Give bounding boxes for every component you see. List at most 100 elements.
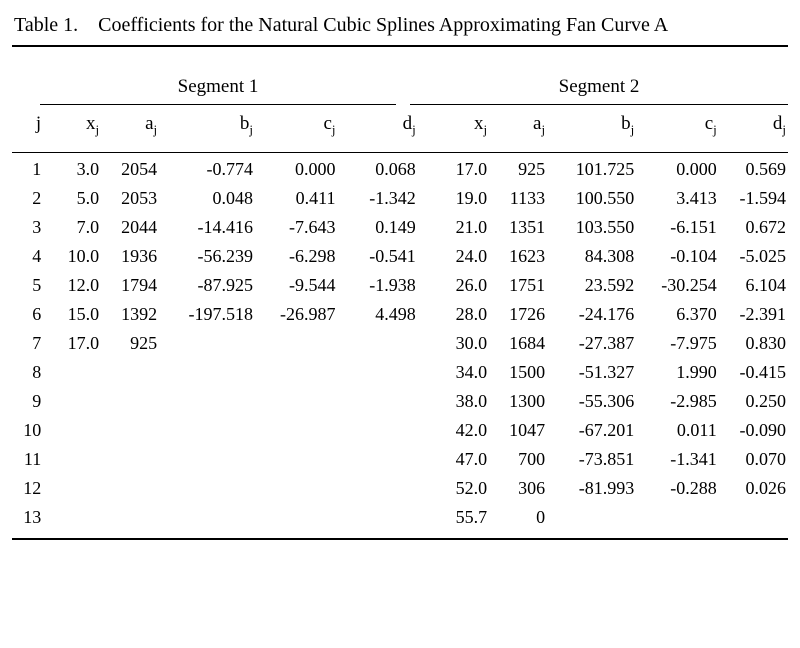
cell-b2: -55.306 <box>547 387 636 416</box>
cell-a2: 925 <box>489 155 547 184</box>
cell-d2: 0.026 <box>719 474 788 503</box>
col-c1: cj <box>255 107 338 150</box>
cell-a2: 1751 <box>489 271 547 300</box>
column-header-row: j xj aj bj cj dj xj aj bj cj dj <box>12 107 788 150</box>
cell-a2: 700 <box>489 445 547 474</box>
cell-d2: -0.090 <box>719 416 788 445</box>
cell-j: 6 <box>12 300 43 329</box>
cell-x1: 10.0 <box>43 242 101 271</box>
segment-1-title: Segment 1 <box>178 76 259 98</box>
cell-a1 <box>101 445 159 474</box>
cell-j: 12 <box>12 474 43 503</box>
cell-c1 <box>255 387 338 416</box>
cell-b1 <box>159 329 255 358</box>
cell-x1 <box>43 474 101 503</box>
cell-x2: 21.0 <box>433 213 489 242</box>
segment-2-rule <box>410 104 788 105</box>
segment-1-header: Segment 1 <box>40 76 396 107</box>
cell-j: 9 <box>12 387 43 416</box>
cell-d1: 4.498 <box>338 300 418 329</box>
cell-j: 7 <box>12 329 43 358</box>
table-row: 1252.0306-81.993-0.2880.026 <box>12 474 788 503</box>
cell-x1: 3.0 <box>43 155 101 184</box>
cell-x2: 19.0 <box>433 184 489 213</box>
cell-a2: 1623 <box>489 242 547 271</box>
cell-b1: -14.416 <box>159 213 255 242</box>
cell-c1 <box>255 445 338 474</box>
table-body: 13.02054-0.7740.0000.06817.0925101.7250.… <box>12 150 788 532</box>
cell-b1 <box>159 416 255 445</box>
table-row: 615.01392-197.518-26.9874.49828.01726-24… <box>12 300 788 329</box>
caption-text: Coefficients for the Natural Cubic Splin… <box>98 14 668 36</box>
cell-b2: -67.201 <box>547 416 636 445</box>
cell-a2: 1133 <box>489 184 547 213</box>
col-x1: xj <box>43 107 101 150</box>
cell-c2: -0.104 <box>636 242 719 271</box>
header-body-rule <box>12 152 788 153</box>
cell-d1 <box>338 329 418 358</box>
cell-d2: 0.250 <box>719 387 788 416</box>
cell-j: 11 <box>12 445 43 474</box>
cell-c1: 0.411 <box>255 184 338 213</box>
cell-c1 <box>255 474 338 503</box>
cell-a2: 1300 <box>489 387 547 416</box>
cell-d1 <box>338 445 418 474</box>
cell-j: 3 <box>12 213 43 242</box>
cell-d1: -1.342 <box>338 184 418 213</box>
cell-j: 13 <box>12 503 43 532</box>
cell-d2: -0.415 <box>719 358 788 387</box>
cell-a2: 0 <box>489 503 547 532</box>
table-row: 1042.01047-67.2010.011-0.090 <box>12 416 788 445</box>
cell-c1: 0.000 <box>255 155 338 184</box>
cell-c1: -7.643 <box>255 213 338 242</box>
table-row: 13 55.70 <box>12 503 788 532</box>
cell-d1 <box>338 503 418 532</box>
cell-x2: 24.0 <box>433 242 489 271</box>
cell-d2: -2.391 <box>719 300 788 329</box>
table-row: 37.02044-14.416-7.6430.14921.01351103.55… <box>12 213 788 242</box>
cell-d2: 0.672 <box>719 213 788 242</box>
cell-x1: 17.0 <box>43 329 101 358</box>
cell-x1: 12.0 <box>43 271 101 300</box>
cell-d2: 6.104 <box>719 271 788 300</box>
cell-j: 8 <box>12 358 43 387</box>
cell-c2: 0.011 <box>636 416 719 445</box>
cell-x2: 34.0 <box>433 358 489 387</box>
cell-c2: 3.413 <box>636 184 719 213</box>
cell-b1: -87.925 <box>159 271 255 300</box>
cell-b1 <box>159 474 255 503</box>
cell-a2: 1351 <box>489 213 547 242</box>
cell-c2: -0.288 <box>636 474 719 503</box>
cell-d1 <box>338 416 418 445</box>
cell-x2: 26.0 <box>433 271 489 300</box>
cell-d2: 0.830 <box>719 329 788 358</box>
bottom-rule <box>12 538 788 540</box>
cell-c1 <box>255 329 338 358</box>
cell-x1: 5.0 <box>43 184 101 213</box>
cell-b2: -27.387 <box>547 329 636 358</box>
cell-b2: 101.725 <box>547 155 636 184</box>
cell-d1: -1.938 <box>338 271 418 300</box>
cell-a1: 925 <box>101 329 159 358</box>
cell-d2: -1.594 <box>719 184 788 213</box>
cell-b2: 84.308 <box>547 242 636 271</box>
cell-a2: 1500 <box>489 358 547 387</box>
cell-d2: -5.025 <box>719 242 788 271</box>
segment-header-row: Segment 1 Segment 2 <box>12 51 788 107</box>
cell-x1: 7.0 <box>43 213 101 242</box>
cell-c1: -6.298 <box>255 242 338 271</box>
cell-b2 <box>547 503 636 532</box>
cell-j: 4 <box>12 242 43 271</box>
cell-a1 <box>101 503 159 532</box>
cell-a1 <box>101 387 159 416</box>
table-row: 410.01936-56.239-6.298-0.54124.0162384.3… <box>12 242 788 271</box>
cell-x2: 38.0 <box>433 387 489 416</box>
cell-x2: 55.7 <box>433 503 489 532</box>
cell-a1 <box>101 358 159 387</box>
cell-c1 <box>255 416 338 445</box>
cell-x2: 42.0 <box>433 416 489 445</box>
cell-b2: -73.851 <box>547 445 636 474</box>
cell-b1 <box>159 387 255 416</box>
cell-b1 <box>159 358 255 387</box>
cell-a1: 2044 <box>101 213 159 242</box>
